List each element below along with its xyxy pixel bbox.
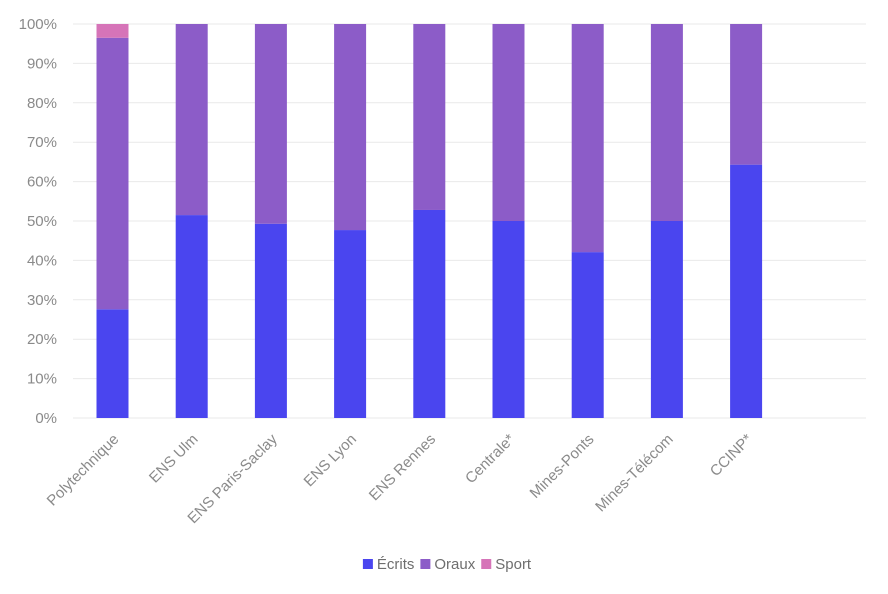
y-tick-label: 70%	[27, 134, 57, 151]
bar-segment	[492, 221, 525, 418]
bar-segment	[571, 252, 604, 418]
y-tick-label: 10%	[27, 371, 57, 388]
legend-swatch	[420, 559, 431, 569]
y-tick-label: 20%	[27, 331, 57, 348]
legend-label: Écrits	[377, 556, 415, 573]
bar-segment	[730, 24, 763, 165]
x-tick-label: ENS Ulm	[146, 431, 202, 487]
x-tick-label: ENS Rennes	[366, 431, 439, 504]
x-tick-label: Polytechnique	[44, 431, 123, 510]
y-tick-label: 60%	[27, 174, 57, 191]
x-tick-label: ENS Lyon	[301, 431, 360, 490]
bar-segment	[413, 24, 446, 210]
bar-segment	[175, 24, 208, 216]
bar-segment	[334, 230, 367, 418]
bar-segment	[334, 24, 367, 231]
y-axis-tick-labels: 0% 10% 20% 30% 40% 50% 60% 70% 80% 90% 100%	[19, 16, 57, 427]
bar-segment	[96, 24, 129, 38]
bars	[96, 24, 763, 418]
legend: Écrits Oraux Sport	[362, 556, 532, 573]
y-tick-label: 90%	[27, 55, 57, 72]
y-tick-label: 100%	[19, 16, 57, 33]
legend-label: Oraux	[434, 556, 475, 573]
bar-segment	[254, 223, 287, 418]
x-tick-label: Mines-Ponts	[527, 431, 598, 502]
legend-item: Sport	[481, 556, 532, 573]
bar-segment	[96, 37, 129, 310]
bar-segment	[650, 24, 683, 221]
legend-swatch	[481, 559, 492, 569]
x-tick-label: Mines-Télécom	[592, 431, 677, 516]
bar-segment	[730, 164, 763, 418]
bar-segment	[492, 24, 525, 221]
legend-label: Sport	[495, 556, 532, 573]
y-tick-label: 0%	[35, 410, 57, 427]
bar-segment	[254, 24, 287, 224]
bar-segment	[650, 221, 683, 418]
y-tick-label: 40%	[27, 252, 57, 269]
y-tick-label: 30%	[27, 292, 57, 309]
bar-segment	[413, 209, 446, 418]
x-tick-label: Centrale*	[462, 431, 518, 487]
bar-segment	[175, 215, 208, 418]
bar-segment	[96, 309, 129, 418]
y-tick-label: 50%	[27, 213, 57, 230]
legend-item: Écrits	[362, 556, 415, 573]
x-tick-label: CCINP*	[707, 431, 756, 480]
legend-item: Oraux	[420, 556, 476, 573]
y-tick-label: 80%	[27, 95, 57, 112]
bar-segment	[571, 24, 604, 253]
legend-swatch	[362, 559, 373, 569]
